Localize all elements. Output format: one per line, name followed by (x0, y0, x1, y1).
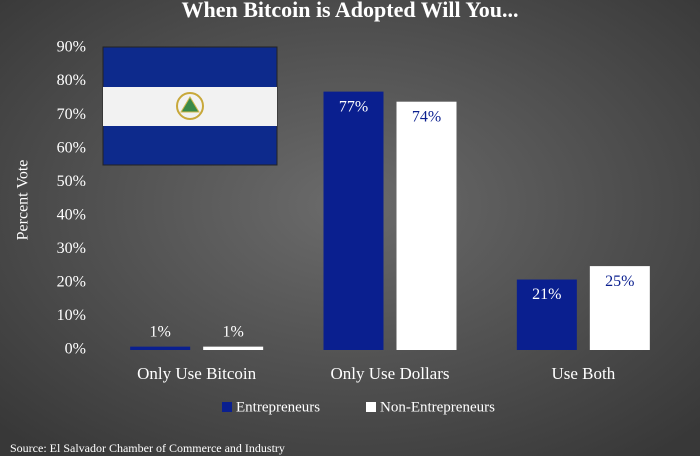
source: Source: El Salvador Chamber of Commerce … (10, 441, 285, 455)
flag (102, 46, 278, 166)
value-label: 21% (532, 286, 561, 303)
y-tick-label: 20% (57, 274, 86, 291)
legend-swatch (366, 402, 376, 412)
y-tick-label: 10% (57, 307, 86, 324)
bar (323, 91, 384, 350)
bar (589, 266, 650, 350)
y-tick-label: 40% (57, 206, 86, 223)
y-tick-label: 50% (57, 173, 86, 190)
y-tick-label: 0% (65, 341, 86, 358)
bar (516, 279, 577, 350)
value-label: 1% (223, 323, 244, 340)
bar (203, 346, 264, 350)
chart-title: When Bitcoin is Adopted Will You... (181, 0, 518, 22)
y-tick-label: 70% (57, 106, 86, 123)
y-tick-label: 80% (57, 72, 86, 89)
value-label: 25% (605, 273, 634, 290)
legend-swatch (222, 402, 232, 412)
y-tick-label: 30% (57, 240, 86, 257)
y-tick-label: 60% (57, 139, 86, 156)
legend-label: Entrepreneurs (236, 399, 320, 415)
bar (396, 101, 457, 350)
x-tick-label: Only Use Bitcoin (137, 364, 256, 383)
value-label: 74% (412, 108, 441, 125)
x-tick-label: Only Use Dollars (331, 364, 450, 383)
value-label: 1% (150, 323, 171, 340)
x-tick-label: Use Both (551, 364, 615, 383)
bar (130, 346, 191, 350)
legend-label: Non-Entrepreneurs (380, 399, 495, 415)
value-label: 77% (339, 98, 368, 115)
y-axis-label: Percent Vote (15, 160, 32, 241)
y-tick-label: 90% (57, 39, 86, 56)
